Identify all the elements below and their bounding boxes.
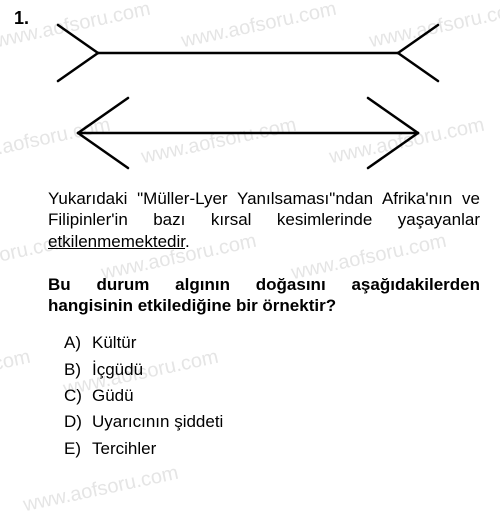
figure-outward-fins bbox=[48, 18, 448, 88]
option[interactable]: A)Kültür bbox=[64, 330, 480, 356]
option-text: Uyarıcının şiddeti bbox=[92, 409, 223, 435]
option-text: Güdü bbox=[92, 383, 134, 409]
option[interactable]: E)Tercihler bbox=[64, 436, 480, 462]
option[interactable]: B)İçgüdü bbox=[64, 357, 480, 383]
intro-part1: Yukarıdaki "Müller-Lyer Yanılsaması"ndan… bbox=[48, 189, 480, 229]
option-letter: B) bbox=[64, 357, 92, 383]
option-text: Tercihler bbox=[92, 436, 156, 462]
option-letter: E) bbox=[64, 436, 92, 462]
option-letter: D) bbox=[64, 409, 92, 435]
figure-inward-arrows bbox=[48, 88, 448, 178]
option-letter: A) bbox=[64, 330, 92, 356]
options-list: A)KültürB)İçgüdüC)GüdüD)Uyarıcının şidde… bbox=[64, 330, 480, 462]
question-number: 1. bbox=[14, 8, 29, 29]
intro-part3: . bbox=[185, 232, 190, 251]
option-text: İçgüdü bbox=[92, 357, 143, 383]
option-letter: C) bbox=[64, 383, 92, 409]
option[interactable]: D)Uyarıcının şiddeti bbox=[64, 409, 480, 435]
option[interactable]: C)Güdü bbox=[64, 383, 480, 409]
intro-text: Yukarıdaki "Müller-Lyer Yanılsaması"ndan… bbox=[48, 188, 480, 252]
question-block: 1. Yukarıdaki "Müller-Lyer Yanılsaması"n… bbox=[0, 0, 500, 472]
muller-lyer-figures bbox=[48, 18, 480, 178]
question-prompt: Bu durum algının doğasını aşağıdakilerde… bbox=[48, 274, 480, 317]
option-text: Kültür bbox=[92, 330, 136, 356]
intro-underlined: etkilenmemektedir bbox=[48, 232, 185, 251]
